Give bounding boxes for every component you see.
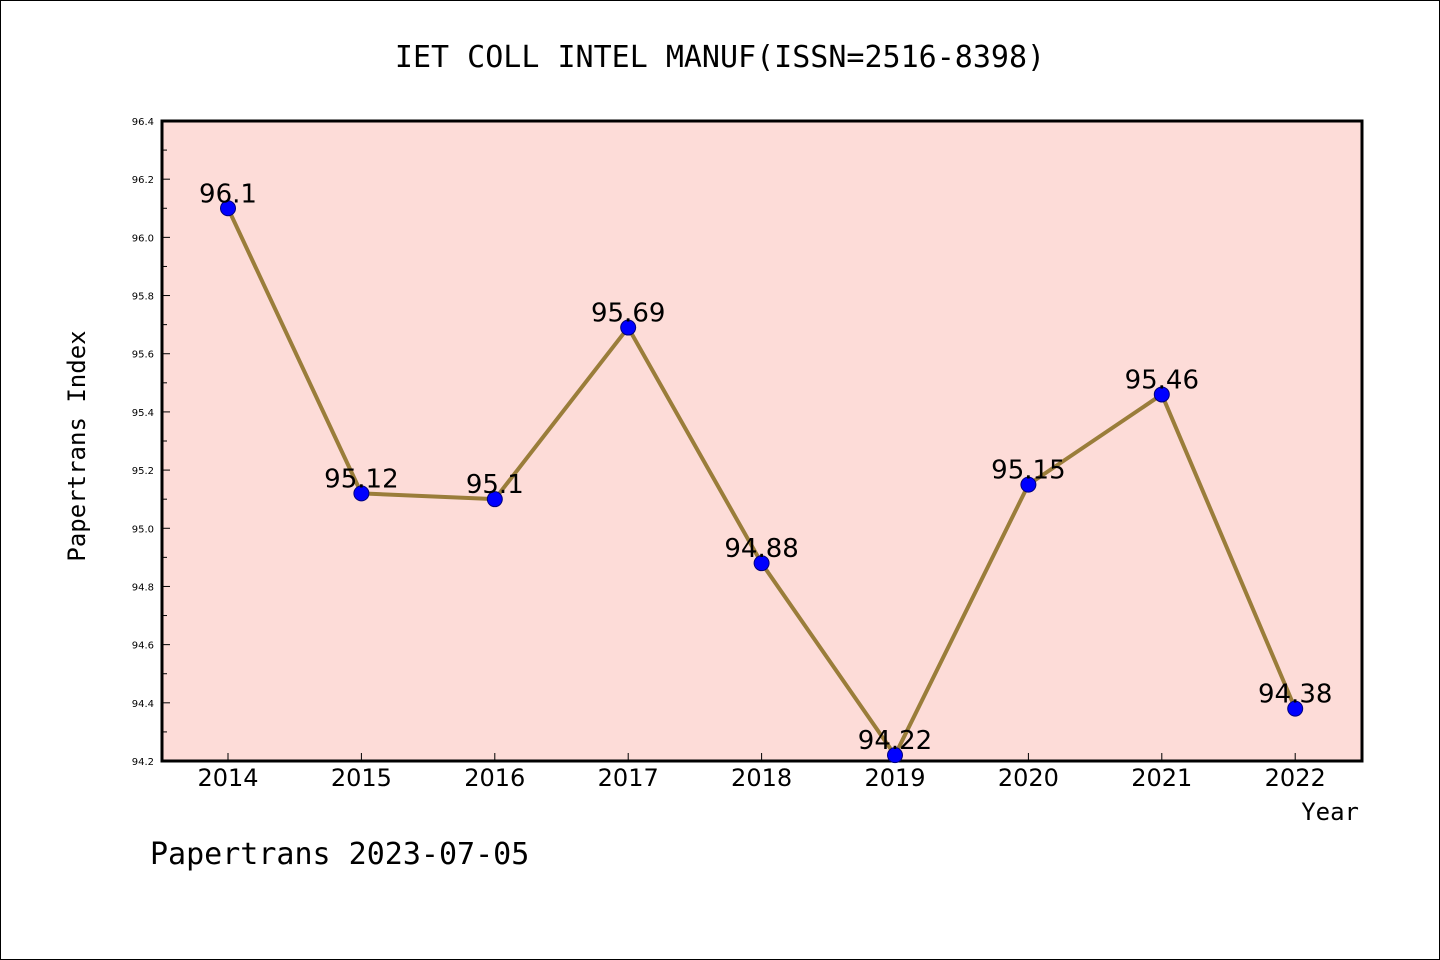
data-point (1153, 386, 1170, 403)
data-point (620, 319, 637, 336)
data-point (887, 747, 903, 764)
y-tick-label: 96.0 (132, 233, 154, 244)
y-tick-label: 94.8 (132, 582, 154, 593)
chart-title: IET COLL INTEL MANUF(ISSN=2516-8398) (395, 40, 1045, 75)
y-tick-label: 94.6 (132, 641, 154, 652)
data-point (220, 200, 236, 217)
y-tick-label: 96.4 (132, 117, 154, 128)
y-axis: 94.2 94.4 94.6 94.8 95.0 95.2 95.4 95.6 95.8 96.0… (132, 117, 170, 768)
x-tick-label: 2014 (197, 764, 258, 792)
y-tick-label: 95.2 (132, 466, 154, 477)
data-label: 95.69 (591, 299, 665, 329)
x-tick-label: 2022 (1265, 764, 1326, 792)
data-point (1020, 476, 1037, 493)
x-tick-label: 2018 (731, 764, 792, 792)
data-label: 94.22 (858, 726, 932, 756)
data-label: 95.15 (991, 456, 1065, 486)
y-tick-label: 95.4 (132, 408, 154, 419)
data-label: 94.38 (1258, 680, 1332, 710)
data-point (486, 491, 503, 508)
x-tick-label: 2017 (598, 764, 659, 792)
x-tick-label: 2019 (864, 764, 925, 792)
footer-text: Papertrans 2023-07-05 (150, 837, 529, 872)
y-axis-label: Papertrans Index (63, 330, 91, 561)
y-tick-label: 94.4 (132, 699, 154, 710)
data-point (1287, 700, 1304, 717)
x-axis: 2014 2015 2016 2017 2018 2019 2020 2021 2022 (197, 753, 1326, 792)
data-label: 95.12 (324, 464, 398, 494)
data-point (353, 485, 370, 502)
y-tick-label: 95.0 (132, 524, 154, 535)
y-tick-label: 95.8 (132, 292, 154, 303)
y-tick-label: 94.2 (132, 757, 154, 768)
x-tick-label: 2016 (464, 764, 525, 792)
x-tick-label: 2021 (1131, 764, 1192, 792)
x-tick-label: 2020 (998, 764, 1059, 792)
y-tick-label: 96.2 (132, 175, 154, 186)
series-layer (220, 200, 1304, 764)
y-tick-label: 95.6 (132, 350, 154, 361)
x-axis-label: Year (1301, 798, 1359, 826)
data-label-layer: 96.1 95.12 95.1 95.69 94.88 94.22 95.15 95.46 94… (199, 179, 1332, 756)
plot-area (160, 119, 1364, 763)
data-label: 95.46 (1125, 365, 1199, 395)
data-label: 95.1 (466, 470, 524, 500)
data-point (753, 555, 770, 572)
data-label: 94.88 (724, 534, 798, 564)
x-tick-label: 2015 (331, 764, 392, 792)
data-label: 96.1 (199, 179, 257, 209)
